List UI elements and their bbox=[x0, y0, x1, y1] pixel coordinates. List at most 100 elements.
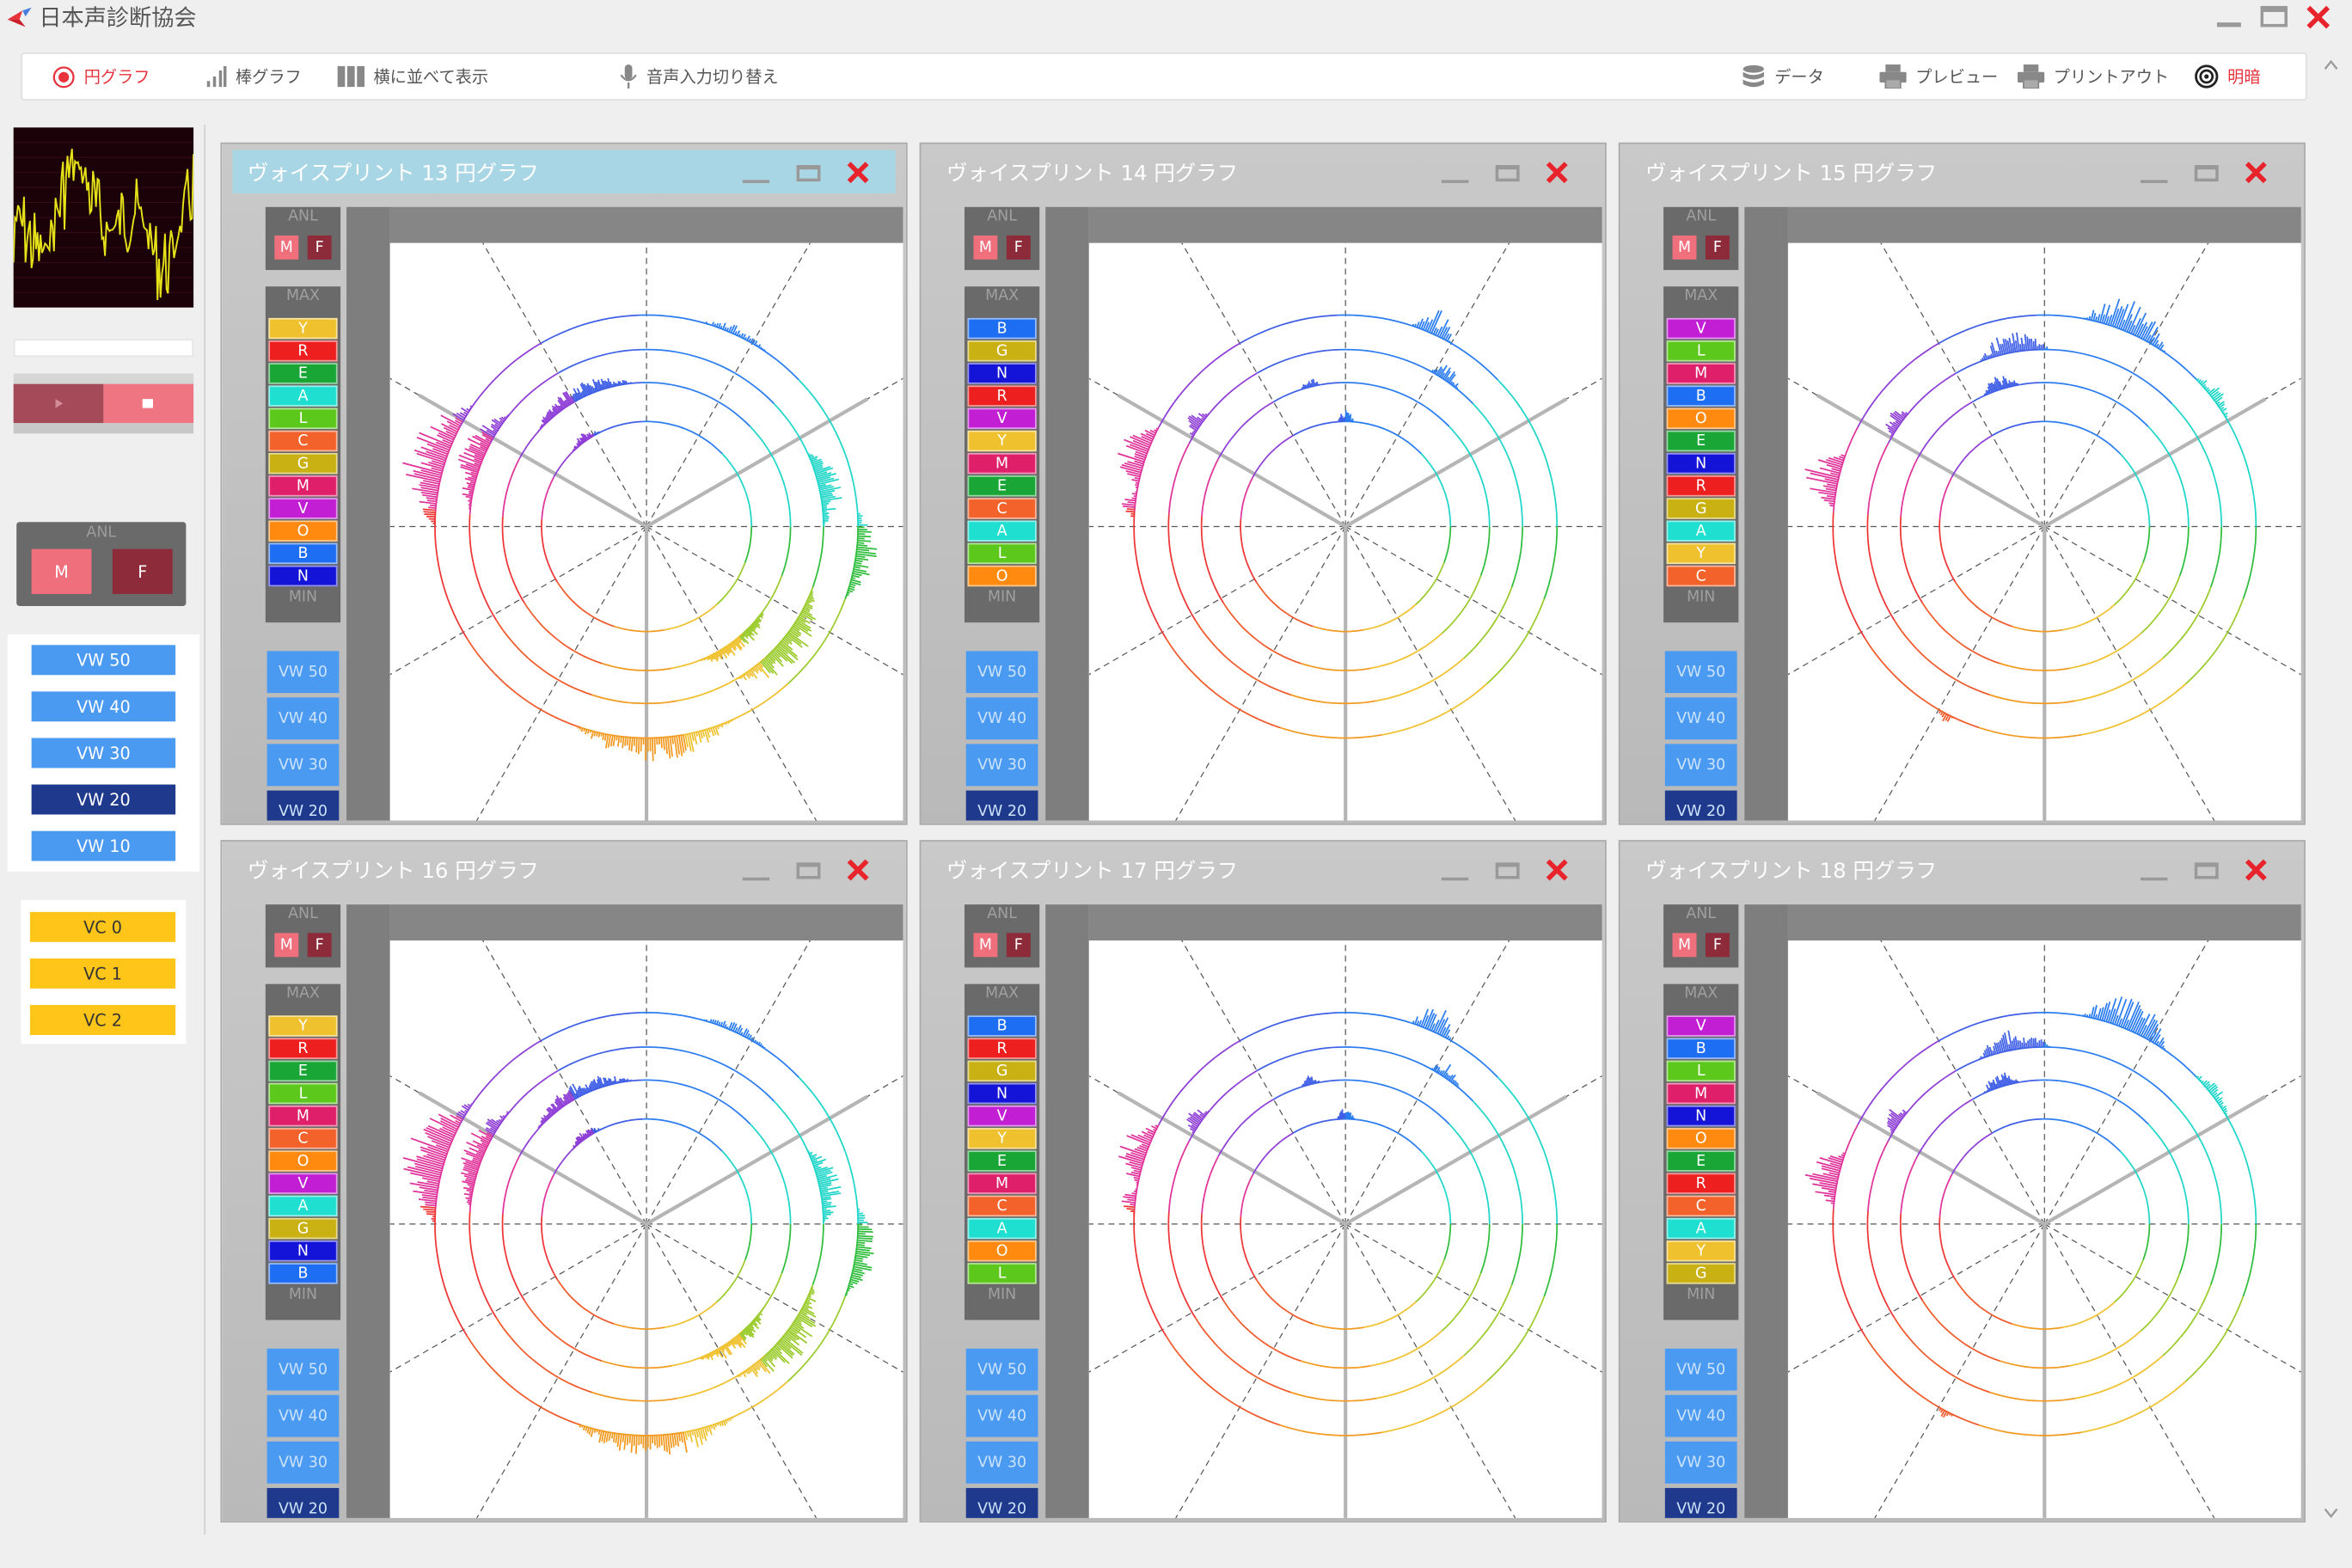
toolbar: 円グラフ 棒グラフ 横に並べて表示 音声入力切り替え データ プレビュー プリン… bbox=[21, 52, 2307, 101]
male-toggle[interactable]: M bbox=[31, 548, 92, 594]
vw-vw20-button[interactable]: VW 20 bbox=[266, 790, 340, 821]
female-toggle[interactable]: F bbox=[1705, 933, 1730, 958]
window-close-icon[interactable] bbox=[1544, 159, 1571, 186]
window-minimize-icon[interactable] bbox=[742, 877, 770, 881]
window-close-icon[interactable] bbox=[2243, 159, 2269, 186]
maximize-icon[interactable] bbox=[2257, 3, 2290, 33]
window-maximize-icon[interactable] bbox=[796, 164, 821, 182]
vw-vw20-button[interactable]: VW 20 bbox=[1664, 1487, 1737, 1518]
brightness-button[interactable]: 明暗 bbox=[2195, 54, 2261, 99]
voice-input-toggle-button[interactable]: 音声入力切り替え bbox=[620, 54, 779, 99]
stop-button[interactable] bbox=[103, 383, 194, 424]
vc-vc0-button[interactable]: VC 0 bbox=[29, 911, 176, 942]
window-maximize-icon[interactable] bbox=[2194, 164, 2219, 182]
order-letter: L bbox=[268, 407, 338, 430]
vw-vw40-button[interactable]: VW 40 bbox=[965, 1394, 1038, 1437]
bar-chart-button[interactable]: 棒グラフ bbox=[205, 54, 302, 99]
vw-vw30-button[interactable]: VW 30 bbox=[266, 1441, 340, 1484]
vw-vw40-button[interactable]: VW 40 bbox=[31, 691, 176, 722]
male-toggle[interactable]: M bbox=[274, 235, 299, 260]
close-icon[interactable] bbox=[2302, 3, 2335, 33]
window-maximize-icon[interactable] bbox=[796, 862, 821, 879]
female-toggle[interactable]: F bbox=[112, 548, 173, 594]
window-maximize-icon[interactable] bbox=[2194, 862, 2219, 879]
order-letter: N bbox=[967, 363, 1037, 384]
vw-vw20-button[interactable]: VW 20 bbox=[1664, 790, 1737, 821]
order-letter: B bbox=[967, 1015, 1037, 1037]
print-button[interactable]: プリントアウト bbox=[2017, 54, 2169, 99]
vw-vw40-button[interactable]: VW 40 bbox=[266, 1394, 340, 1437]
window-close-icon[interactable] bbox=[844, 159, 871, 186]
window-minimize-icon[interactable] bbox=[2140, 180, 2168, 183]
female-toggle[interactable]: F bbox=[307, 235, 332, 260]
female-toggle[interactable]: F bbox=[1006, 933, 1031, 958]
window-minimize-icon[interactable] bbox=[742, 180, 770, 183]
male-toggle[interactable]: M bbox=[1672, 235, 1697, 260]
vw-vw30-button[interactable]: VW 30 bbox=[965, 744, 1038, 787]
male-toggle[interactable]: M bbox=[274, 933, 299, 958]
order-letter: B bbox=[268, 542, 338, 565]
anl-label: ANL bbox=[1686, 905, 1717, 923]
vw-vw40-button[interactable]: VW 40 bbox=[965, 697, 1038, 740]
vw-vw40-button[interactable]: VW 40 bbox=[1664, 697, 1737, 740]
window-close-icon[interactable] bbox=[2243, 856, 2269, 883]
tile-view-button[interactable]: 横に並べて表示 bbox=[337, 54, 488, 99]
male-toggle[interactable]: M bbox=[1672, 933, 1697, 958]
female-toggle[interactable]: F bbox=[307, 933, 332, 958]
vw-vw20-button[interactable]: VW 20 bbox=[266, 1487, 340, 1518]
vw-vw30-button[interactable]: VW 30 bbox=[266, 744, 340, 787]
window-header: ヴォイスプリント 15 円グラフ bbox=[1631, 150, 2294, 193]
window-minimize-icon[interactable] bbox=[1441, 877, 1469, 881]
vw-vw30-button[interactable]: VW 30 bbox=[1664, 744, 1737, 787]
vw-vw20-button[interactable]: VW 20 bbox=[31, 784, 176, 815]
vc-vc1-button[interactable]: VC 1 bbox=[29, 958, 176, 989]
play-icon bbox=[55, 399, 64, 408]
vw-vw50-button[interactable]: VW 50 bbox=[1664, 651, 1737, 694]
order-letter: V bbox=[268, 498, 338, 519]
play-button[interactable] bbox=[13, 383, 104, 424]
plot-left-strip bbox=[1744, 904, 1788, 1518]
vw-vw40-button[interactable]: VW 40 bbox=[266, 697, 340, 740]
min-label: MIN bbox=[1687, 1287, 1716, 1304]
minimize-icon[interactable] bbox=[2213, 3, 2245, 33]
male-toggle[interactable]: M bbox=[973, 933, 998, 958]
order-letter: E bbox=[268, 1060, 338, 1082]
printer-icon bbox=[2017, 64, 2045, 89]
vw-vw30-button[interactable]: VW 30 bbox=[31, 738, 176, 769]
vw-vw50-button[interactable]: VW 50 bbox=[266, 651, 340, 694]
vw-vw50-button[interactable]: VW 50 bbox=[1664, 1348, 1737, 1391]
female-toggle[interactable]: F bbox=[1006, 235, 1031, 260]
vc-vc2-button[interactable]: VC 2 bbox=[29, 1005, 176, 1035]
window-close-icon[interactable] bbox=[844, 856, 871, 883]
order-letter: L bbox=[1666, 340, 1736, 362]
male-toggle[interactable]: M bbox=[973, 235, 998, 260]
vw-vw20-button[interactable]: VW 20 bbox=[965, 1487, 1038, 1518]
max-label: MAX bbox=[285, 288, 320, 305]
preview-button[interactable]: プレビュー bbox=[1879, 54, 1998, 99]
vw-vw50-button[interactable]: VW 50 bbox=[965, 1348, 1038, 1391]
vw-vw50-button[interactable]: VW 50 bbox=[31, 645, 176, 676]
data-button[interactable]: データ bbox=[1742, 54, 1824, 99]
vertical-scrollbar[interactable] bbox=[2319, 54, 2343, 1532]
vw-vw40-button[interactable]: VW 40 bbox=[1664, 1394, 1737, 1437]
vw-vw50-button[interactable]: VW 50 bbox=[965, 651, 1038, 694]
vw-vw30-button[interactable]: VW 30 bbox=[965, 1441, 1038, 1484]
window-minimize-icon[interactable] bbox=[2140, 877, 2168, 881]
vw-vw30-button[interactable]: VW 30 bbox=[1664, 1441, 1737, 1484]
window-maximize-icon[interactable] bbox=[1495, 164, 1520, 182]
pie-chart-button[interactable]: 円グラフ bbox=[52, 54, 150, 99]
vw-vw10-button[interactable]: VW 10 bbox=[31, 830, 176, 861]
order-letter: R bbox=[1666, 1173, 1736, 1194]
bar-chart-icon bbox=[206, 65, 227, 88]
anl-label: ANL bbox=[288, 208, 318, 225]
vw-vw20-button[interactable]: VW 20 bbox=[965, 790, 1038, 821]
order-letter: B bbox=[268, 1263, 338, 1284]
min-label: MIN bbox=[1687, 589, 1716, 606]
female-toggle[interactable]: F bbox=[1705, 235, 1730, 260]
window-maximize-icon[interactable] bbox=[1495, 862, 1520, 879]
min-label: MIN bbox=[288, 589, 318, 606]
window-minimize-icon[interactable] bbox=[1441, 180, 1469, 183]
window-close-icon[interactable] bbox=[1544, 856, 1571, 883]
vw-vw50-button[interactable]: VW 50 bbox=[266, 1348, 340, 1391]
voice-input-label: 音声入力切り替え bbox=[646, 67, 779, 88]
